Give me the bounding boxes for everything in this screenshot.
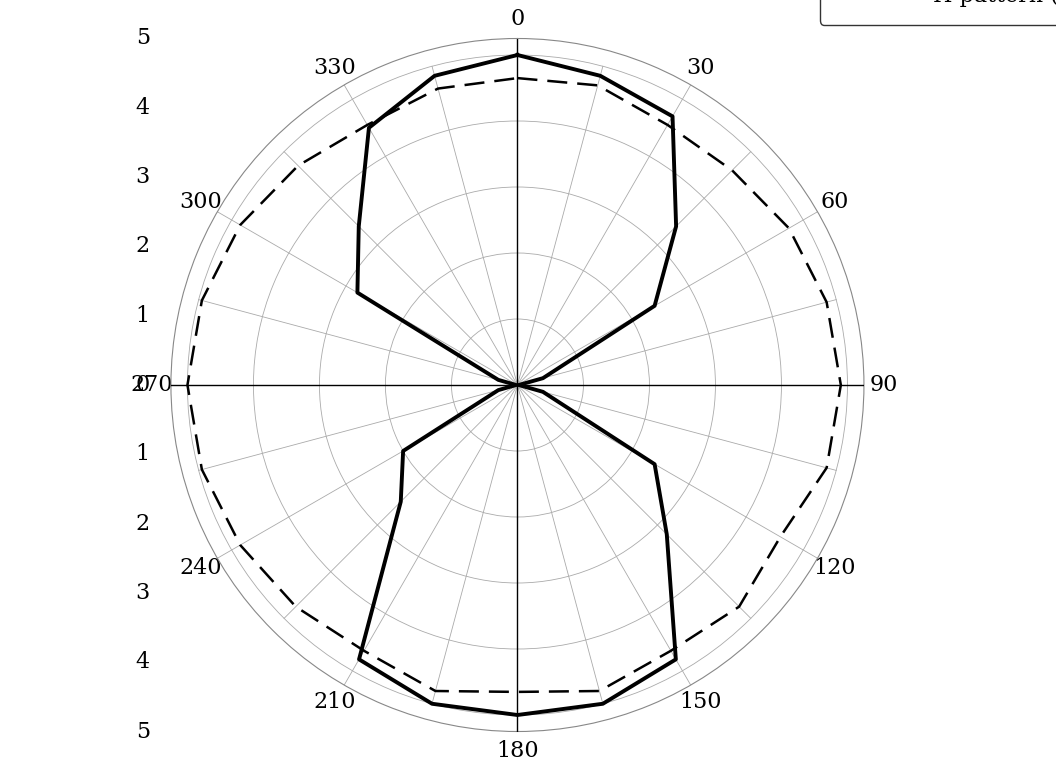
E pattern (dB) [362, 123, 375, 132]
H pattern (dB) [834, 380, 847, 390]
Text: 4: 4 [135, 651, 150, 673]
E pattern (dB) [670, 654, 682, 664]
H pattern (dB) [361, 120, 374, 129]
Line: E pattern (dB): E pattern (dB) [357, 55, 676, 715]
H pattern (dB) [511, 73, 524, 82]
E pattern (dB) [670, 222, 682, 231]
Text: 4: 4 [135, 97, 150, 119]
E pattern (dB) [429, 71, 441, 80]
E pattern (dB) [512, 380, 525, 390]
E pattern (dB) [395, 497, 408, 507]
Text: 1: 1 [135, 444, 150, 465]
H pattern (dB) [432, 84, 445, 93]
H pattern (dB) [511, 688, 524, 697]
Text: 3: 3 [135, 166, 150, 188]
H pattern (dB) [591, 81, 604, 90]
E pattern (dB) [597, 699, 609, 708]
E pattern (dB) [511, 50, 524, 59]
H pattern (dB) [733, 602, 746, 611]
H pattern (dB) [725, 166, 738, 175]
E pattern (dB) [397, 447, 410, 456]
Text: 2: 2 [135, 513, 150, 534]
H pattern (dB) [593, 686, 606, 695]
H pattern (dB) [358, 646, 371, 655]
Text: 2: 2 [135, 236, 150, 257]
H pattern (dB) [664, 646, 677, 655]
Text: 1: 1 [135, 305, 150, 326]
H pattern (dB) [291, 161, 304, 170]
E pattern (dB) [536, 387, 549, 397]
Legend: E pattern (dB), H pattern (dB): E pattern (dB), H pattern (dB) [819, 0, 1056, 25]
H pattern (dB) [429, 686, 441, 695]
Text: 5: 5 [135, 28, 150, 49]
H pattern (dB) [821, 464, 833, 473]
Line: H pattern (dB): H pattern (dB) [188, 78, 841, 692]
E pattern (dB) [593, 71, 606, 80]
H pattern (dB) [774, 532, 787, 541]
Text: 3: 3 [135, 582, 150, 604]
E pattern (dB) [511, 711, 524, 720]
E pattern (dB) [353, 654, 365, 664]
E pattern (dB) [353, 222, 365, 231]
H pattern (dB) [233, 541, 246, 550]
H pattern (dB) [511, 73, 524, 82]
E pattern (dB) [660, 530, 673, 539]
E pattern (dB) [511, 50, 524, 59]
Text: 5: 5 [135, 721, 150, 742]
E pattern (dB) [510, 380, 523, 390]
H pattern (dB) [821, 297, 833, 306]
E pattern (dB) [492, 375, 505, 384]
E pattern (dB) [536, 373, 549, 383]
H pattern (dB) [782, 223, 795, 233]
Text: 0: 0 [135, 374, 150, 396]
H pattern (dB) [233, 220, 246, 229]
E pattern (dB) [648, 460, 661, 469]
E pattern (dB) [666, 112, 679, 121]
E pattern (dB) [426, 699, 438, 708]
H pattern (dB) [289, 602, 302, 611]
H pattern (dB) [661, 120, 674, 129]
H pattern (dB) [195, 465, 208, 474]
E pattern (dB) [492, 386, 505, 395]
E pattern (dB) [351, 288, 363, 297]
H pattern (dB) [182, 380, 194, 390]
H pattern (dB) [195, 296, 208, 305]
E pattern (dB) [648, 301, 661, 310]
